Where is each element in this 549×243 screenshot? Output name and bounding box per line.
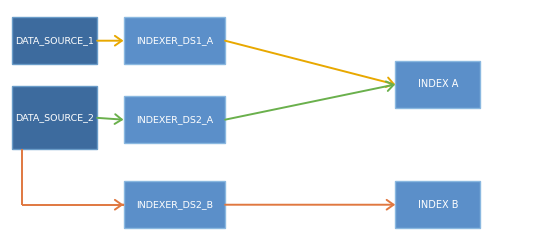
Text: INDEXER_DS2_A: INDEXER_DS2_A <box>136 115 213 124</box>
FancyBboxPatch shape <box>124 96 225 143</box>
Text: DATA_SOURCE_1: DATA_SOURCE_1 <box>15 36 94 45</box>
Text: INDEXER_DS1_A: INDEXER_DS1_A <box>136 36 213 45</box>
FancyBboxPatch shape <box>395 181 480 228</box>
FancyBboxPatch shape <box>12 86 97 149</box>
Text: INDEX A: INDEX A <box>418 79 458 89</box>
FancyBboxPatch shape <box>395 61 480 108</box>
FancyBboxPatch shape <box>124 181 225 228</box>
Text: INDEX B: INDEX B <box>418 200 458 210</box>
FancyBboxPatch shape <box>124 17 225 64</box>
Text: DATA_SOURCE_2: DATA_SOURCE_2 <box>15 113 94 122</box>
Text: INDEXER_DS2_B: INDEXER_DS2_B <box>136 200 213 209</box>
FancyBboxPatch shape <box>12 17 97 64</box>
